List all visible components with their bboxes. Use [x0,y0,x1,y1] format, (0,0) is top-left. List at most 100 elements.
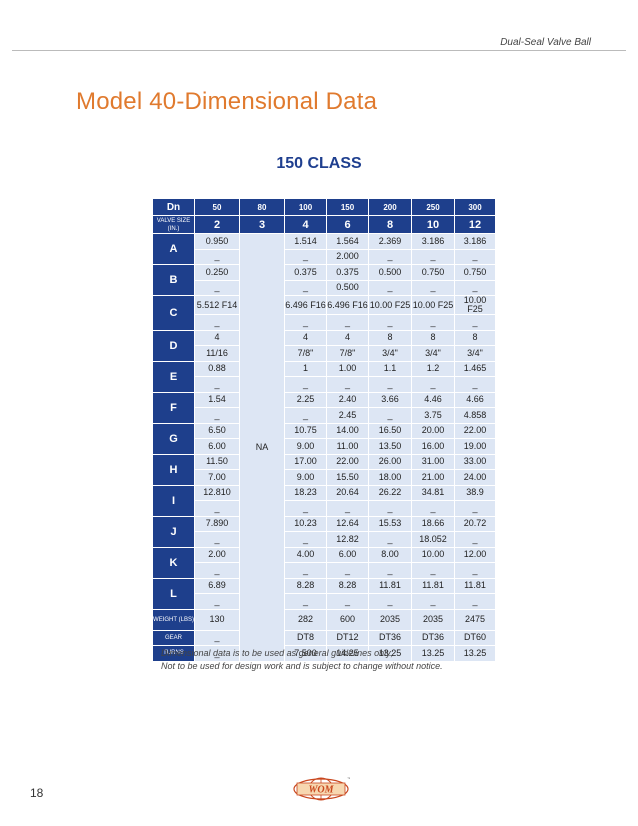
table-cell: 2035 [368,608,412,631]
table-row: _ _ _ _ _ _ [153,562,496,579]
table-cell: _ [454,248,496,265]
table-cell: 22.00 [454,422,496,439]
table-cell: 2.00 [194,546,240,563]
table-cell: _ [411,314,455,331]
table-cell: 7.890 [194,515,240,532]
table-cell: 15.53 [368,515,412,532]
table-cell: 4 [284,329,327,346]
table-cell: 18.23 [284,484,327,501]
table-cell: 0.950 [194,233,240,250]
table-cell: _ [284,500,327,517]
table-cell: 4.66 [454,391,496,408]
table-cell: 11.81 [368,577,412,594]
table-cell: 4.46 [411,391,455,408]
table-cell: 20.72 [454,515,496,532]
dn-cell: 250 [411,198,455,216]
table-cell: DT60 [454,629,496,646]
table-row: H 11.50 17.00 22.00 26.00 31.00 33.00 [152,453,496,486]
table-cell: _ [194,248,240,265]
table-cell: _ [368,531,412,548]
table-row: K 2.00 4.00 6.00 8.00 10.00 12.00 [152,546,496,579]
table-cell: 4.00 [284,546,327,563]
table-cell: 3.66 [368,391,412,408]
dn-cell: 150 [326,198,369,216]
table-row: TURNS _ 7.500 14.25 13.25 13.25 13.25 [152,645,496,662]
table-cell: _ [326,314,369,331]
table-cell: 10.00 [411,546,455,563]
table-cell: _ [368,500,412,517]
table-cell: 10.75 [284,422,327,439]
table-cell: 5.512 F14 [194,295,240,315]
table-cell: _ [284,279,327,296]
row-label: L [152,577,195,610]
table-cell: 1.2 [411,360,455,377]
table-row: WEIGHT (LBS) 130 282 600 2035 2035 2475 [152,608,496,631]
table-cell: _ [194,531,240,548]
table-cell: _ [411,376,455,393]
table-cell: DT12 [326,629,369,646]
table-cell: 14.25 [326,645,369,662]
size-cell: 10 [411,215,455,234]
table-cell: 12.00 [454,546,496,563]
table-cell: 11.81 [454,577,496,594]
row-label: J [152,515,195,548]
table-cell: 4 [194,329,240,346]
table-row: _ _ 2.45 _ 3.75 4.858 [153,407,496,424]
table-cell: 2.40 [326,391,369,408]
table-cell: 282 [284,608,327,631]
table-cell: 22.00 [326,453,369,470]
table-cell: 33.00 [454,453,496,470]
table-row: F 1.54 2.25 2.40 3.66 4.46 4.66 [152,391,496,424]
table-cell: _ [326,500,369,517]
table-cell: 2.45 [326,407,369,424]
table-cell: 6.89 [194,577,240,594]
page-number: 18 [30,786,44,800]
table-row: 7.00 9.00 15.50 18.00 21.00 24.00 [153,469,496,486]
table-cell: 0.375 [284,264,327,281]
table-cell: 12.64 [326,515,369,532]
turns-label: TURNS [152,645,195,662]
table-cell: _ [368,376,412,393]
table-cell: 0.750 [454,264,496,281]
table-cell: 14.00 [326,422,369,439]
table-cell: 130 [194,608,240,631]
table-cell: 12.810 [194,484,240,501]
table-cell: 8 [411,329,455,346]
table-row: C 5.512 F14 6.496 F16 6.496 F16 10.00 F25 10.… [152,295,496,331]
table-cell: _ [194,593,240,610]
table-row: _ _ _ _ _ _ [153,500,496,517]
dimension-table: Dn 50 80 100 150 200 250 300 VALVE SIZE … [152,198,496,662]
table-row: _ _ _ _ _ _ [153,376,496,393]
dn-cell: 50 [194,198,240,216]
table-cell: 8 [454,329,496,346]
table-cell: 8.28 [284,577,327,594]
table-cell: 7.00 [194,469,240,486]
table-cell: 26.00 [368,453,412,470]
table-cell: _ [284,562,327,579]
table-cell: 0.88 [194,360,240,377]
dn-cell: 200 [368,198,412,216]
table-row: 6.00 9.00 11.00 13.50 16.00 19.00 [153,438,496,455]
table-cell: _ [326,376,369,393]
table-row: _ _ _ _ _ _ [153,314,496,331]
table-cell: 3/4" [411,345,455,362]
table-cell: 11.50 [194,453,240,470]
row-label: B [152,264,195,296]
size-cell: 3 [239,215,285,234]
row-label: C [152,295,195,331]
table-cell: 2035 [411,608,455,631]
table-cell: _ [454,593,496,610]
table-cell: 10.23 [284,515,327,532]
table-cell: 8 [368,329,412,346]
table-cell: _ [368,593,412,610]
table-cell: 4 [326,329,369,346]
table-cell: 18.052 [411,531,455,548]
page-title: Model 40-Dimensional Data [76,88,378,115]
table-cell: 26.22 [368,484,412,501]
table-row: _ _ 2.000 _ _ _ [153,248,496,265]
table-cell: 10.00 F25 [454,295,496,315]
footnote-line: Not to be used for design work and is su… [161,661,443,671]
size-cell: 8 [368,215,412,234]
table-cell: 17.00 [284,453,327,470]
table-cell: _ [368,407,412,424]
